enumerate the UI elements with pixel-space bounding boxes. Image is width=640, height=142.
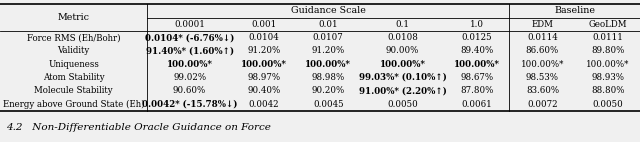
Text: 98.53%: 98.53% bbox=[526, 73, 559, 82]
Text: 100.00%*: 100.00%* bbox=[241, 60, 287, 69]
Text: 100.00%*: 100.00%* bbox=[305, 60, 351, 69]
Text: GeoLDM: GeoLDM bbox=[589, 20, 627, 29]
Text: 90.00%: 90.00% bbox=[386, 46, 419, 55]
Text: 0.0111: 0.0111 bbox=[593, 33, 623, 42]
Text: 0.0104: 0.0104 bbox=[248, 33, 280, 42]
Text: 99.03%* (0.10%↑): 99.03%* (0.10%↑) bbox=[358, 73, 447, 82]
Text: 0.0125: 0.0125 bbox=[461, 33, 492, 42]
Text: 90.60%: 90.60% bbox=[173, 86, 206, 95]
Text: 98.93%: 98.93% bbox=[591, 73, 625, 82]
Text: 91.20%: 91.20% bbox=[312, 46, 345, 55]
Text: 88.80%: 88.80% bbox=[591, 86, 625, 95]
Text: 98.67%: 98.67% bbox=[461, 73, 493, 82]
Text: 91.40%* (1.60%↑): 91.40%* (1.60%↑) bbox=[145, 46, 234, 55]
Text: 0.1: 0.1 bbox=[396, 20, 410, 29]
Text: 0.001: 0.001 bbox=[252, 20, 276, 29]
Text: 100.00%*: 100.00%* bbox=[166, 60, 212, 69]
Text: 0.0104* (-6.76%↓): 0.0104* (-6.76%↓) bbox=[145, 33, 234, 42]
Text: 100.00%*: 100.00%* bbox=[521, 60, 564, 69]
Text: 0.0107: 0.0107 bbox=[313, 33, 344, 42]
Text: 90.40%: 90.40% bbox=[248, 86, 280, 95]
Text: 98.98%: 98.98% bbox=[312, 73, 345, 82]
Text: 0.0001: 0.0001 bbox=[174, 20, 205, 29]
Text: 0.0050: 0.0050 bbox=[593, 100, 623, 109]
Text: EDM: EDM bbox=[532, 20, 554, 29]
Text: 0.0050: 0.0050 bbox=[387, 100, 418, 109]
Text: 90.20%: 90.20% bbox=[312, 86, 345, 95]
Text: 0.01: 0.01 bbox=[319, 20, 338, 29]
Text: 100.00%*: 100.00%* bbox=[380, 60, 426, 69]
Text: 0.0042: 0.0042 bbox=[249, 100, 279, 109]
Text: 99.02%: 99.02% bbox=[173, 73, 206, 82]
Text: 0.0042* (-15.78%↓): 0.0042* (-15.78%↓) bbox=[142, 100, 237, 109]
Text: Metric: Metric bbox=[58, 13, 90, 22]
Text: 1.0: 1.0 bbox=[470, 20, 484, 29]
Text: 100.00%*: 100.00%* bbox=[586, 60, 630, 69]
Text: Energy above Ground State (Eh): Energy above Ground State (Eh) bbox=[3, 100, 145, 109]
Text: Uniqueness: Uniqueness bbox=[48, 60, 99, 69]
Text: 0.0108: 0.0108 bbox=[387, 33, 418, 42]
Text: 0.0114: 0.0114 bbox=[527, 33, 558, 42]
Text: 91.00%* (2.20%↑): 91.00%* (2.20%↑) bbox=[358, 86, 447, 95]
Text: Guidance Scale: Guidance Scale bbox=[291, 6, 365, 15]
Text: Validity: Validity bbox=[58, 46, 90, 55]
Text: 0.0045: 0.0045 bbox=[313, 100, 344, 109]
Text: 89.80%: 89.80% bbox=[591, 46, 625, 55]
Text: 4.2   Non-Differentiable Oracle Guidance on Force: 4.2 Non-Differentiable Oracle Guidance o… bbox=[6, 123, 271, 132]
Text: 83.60%: 83.60% bbox=[526, 86, 559, 95]
Text: Force RMS (Eh/Bohr): Force RMS (Eh/Bohr) bbox=[27, 33, 120, 42]
Text: Molecule Stability: Molecule Stability bbox=[35, 86, 113, 95]
Text: 0.0072: 0.0072 bbox=[527, 100, 558, 109]
Text: 86.60%: 86.60% bbox=[526, 46, 559, 55]
Text: 89.40%: 89.40% bbox=[460, 46, 493, 55]
Text: Baseline: Baseline bbox=[554, 6, 595, 15]
Text: 91.20%: 91.20% bbox=[248, 46, 280, 55]
Text: 98.97%: 98.97% bbox=[248, 73, 280, 82]
Text: Atom Stability: Atom Stability bbox=[43, 73, 104, 82]
Text: 87.80%: 87.80% bbox=[460, 86, 493, 95]
Text: 0.0061: 0.0061 bbox=[461, 100, 492, 109]
Text: 100.00%*: 100.00%* bbox=[454, 60, 500, 69]
